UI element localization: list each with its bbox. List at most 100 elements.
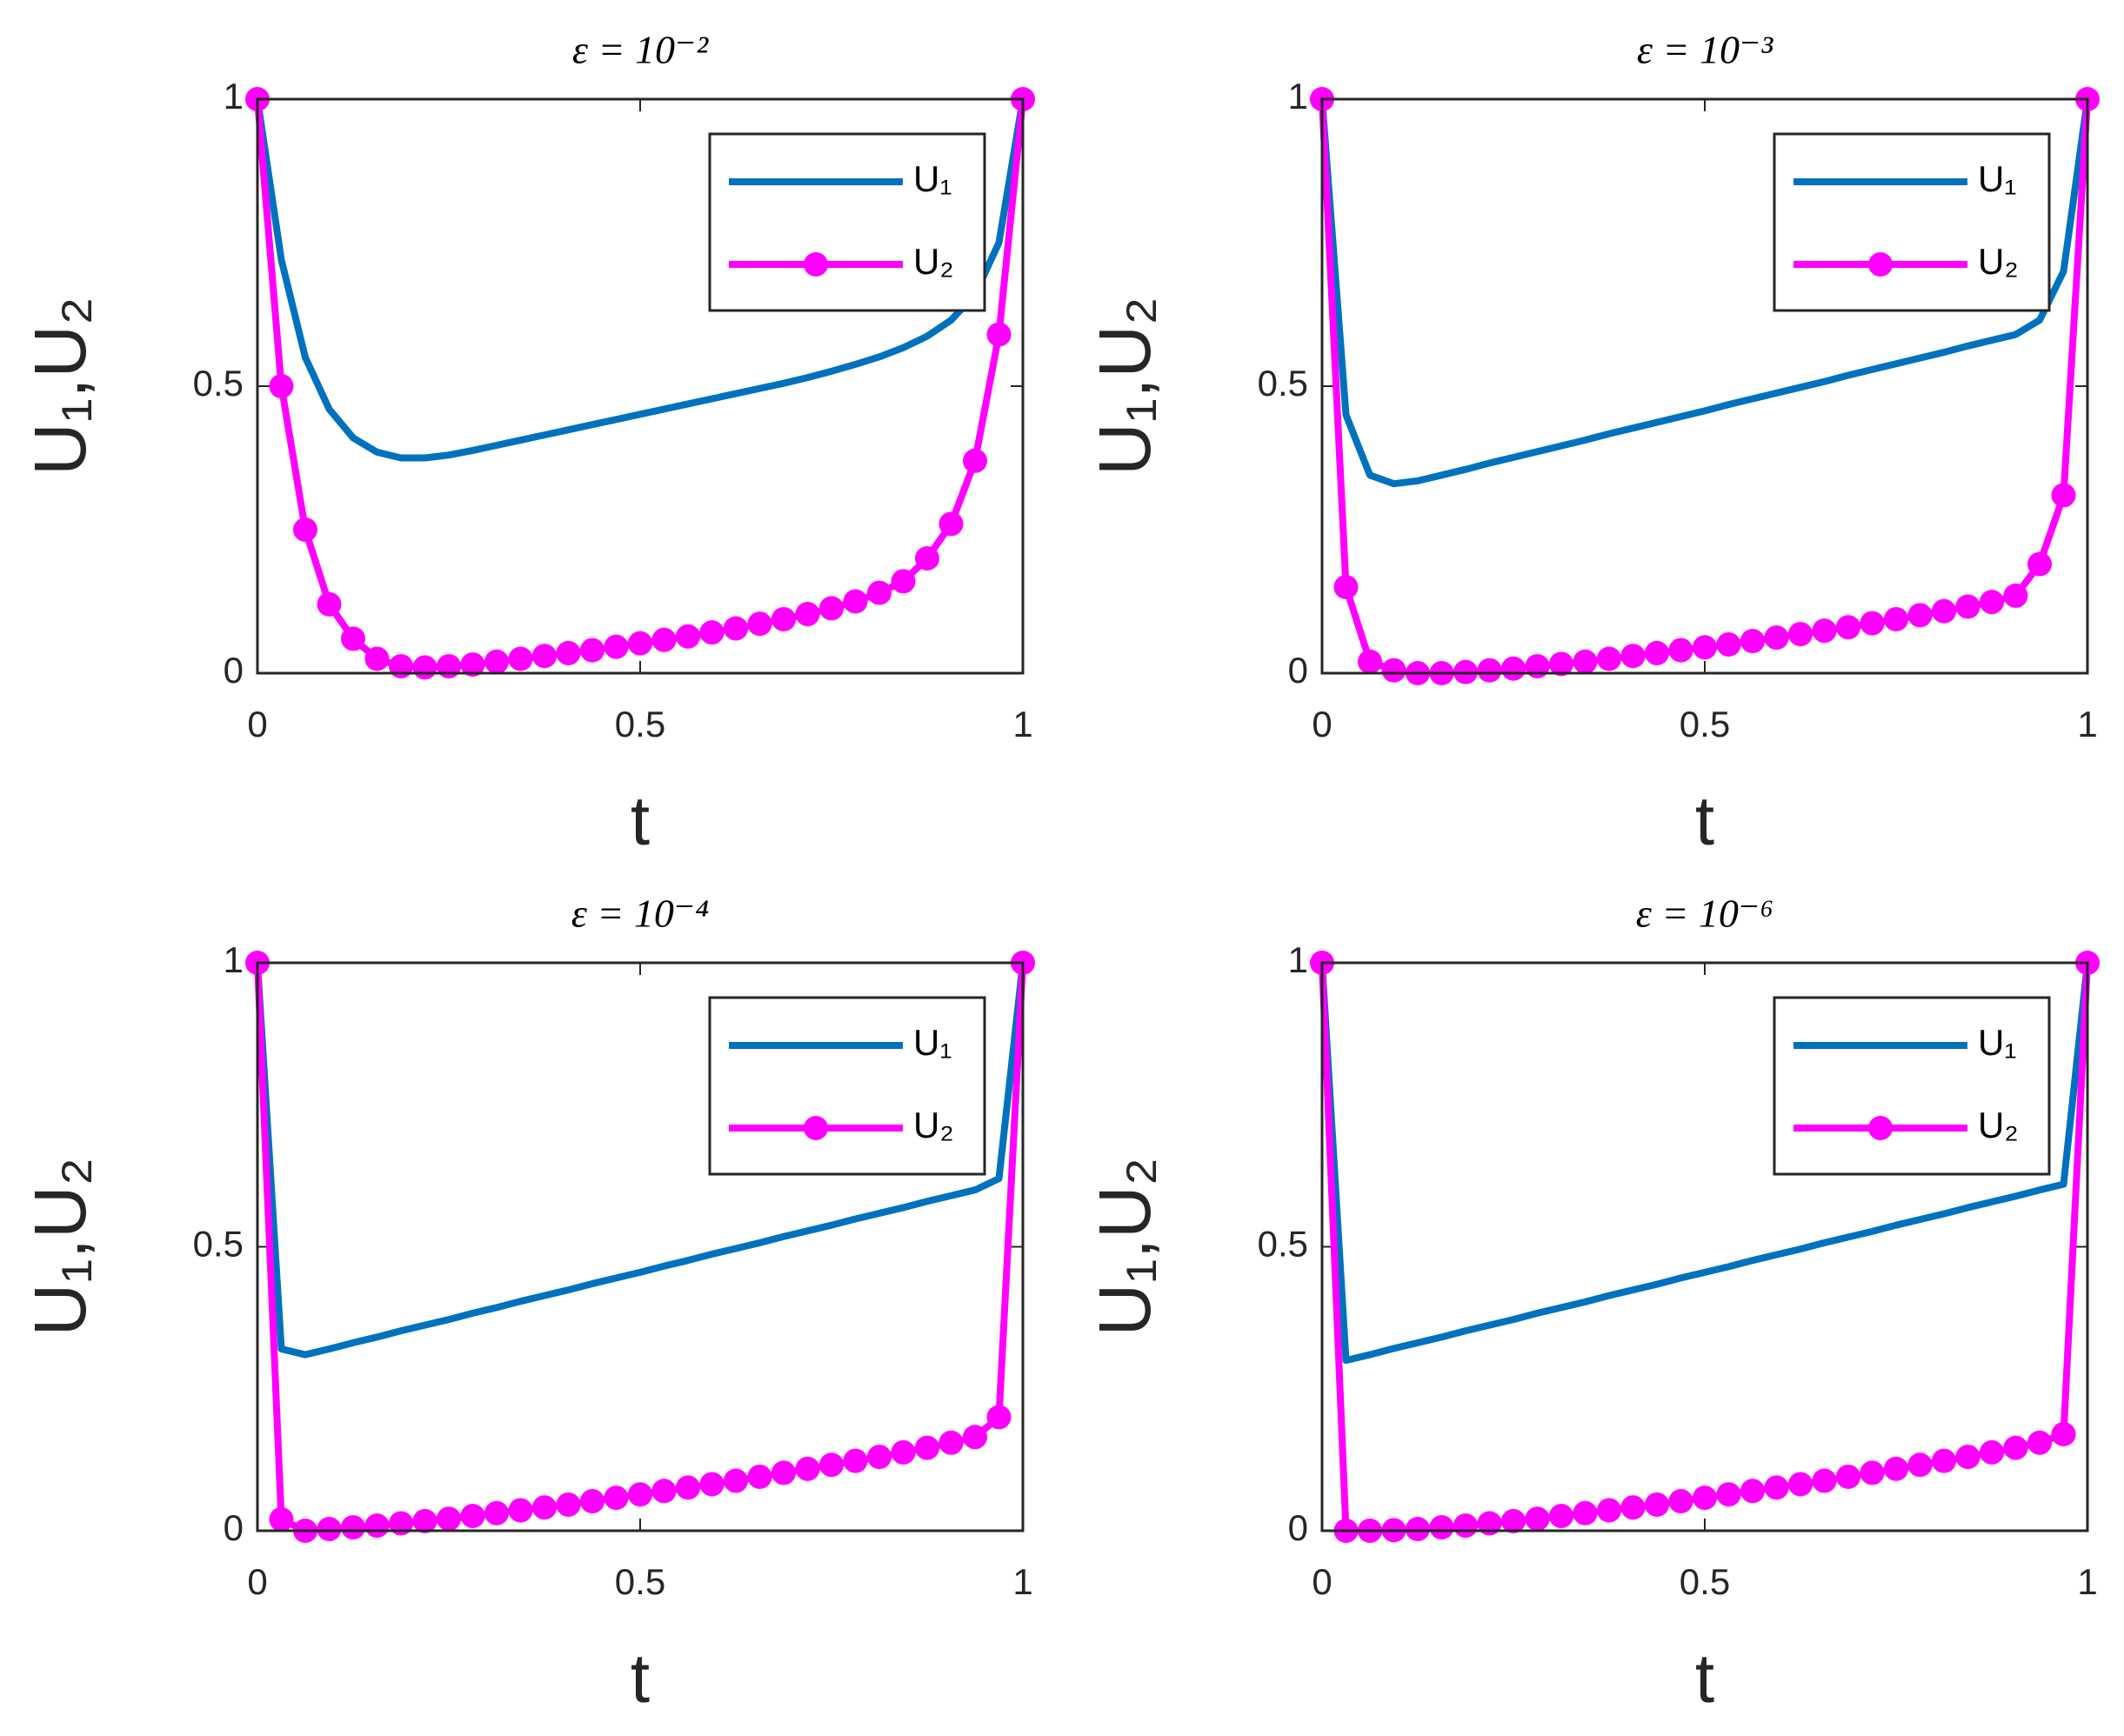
marker [938,511,964,537]
marker [364,646,390,671]
marker [867,1445,892,1470]
marker [1716,632,1741,657]
marker [986,322,1012,347]
y-tick-label: 1 [224,939,244,980]
marker [819,1452,844,1478]
marker [1907,1452,1933,1478]
marker [1333,575,1359,599]
legend-marker [804,252,828,277]
marker [1693,1486,1717,1511]
y-tick-label: 0.5 [1258,363,1308,404]
marker [2051,483,2076,508]
axes-frame [1320,97,2089,675]
x-axis-label: t [1695,1639,1714,1717]
marker [2027,1430,2052,1455]
marker [1620,1495,1646,1520]
marker [1525,654,1550,679]
x-tick-label: 0.5 [1680,704,1730,744]
marker [437,654,461,679]
marker [556,640,581,665]
x-tick-label: 0 [247,1561,267,1602]
legend-label: U₁ [913,158,952,199]
marker [532,1495,557,1520]
marker [628,631,652,656]
y-tick-label: 0 [1288,650,1308,691]
x-tick-label: 0.5 [615,704,665,744]
legend-marker [1868,252,1893,277]
marker [724,616,748,641]
marker [1668,1489,1693,1514]
marker [1453,1513,1478,1539]
legend-label: U₂ [913,1105,954,1145]
x-axis-label: t [1695,782,1714,859]
marker [580,1489,604,1514]
marker [676,1475,700,1500]
series-line [1319,98,2091,488]
x-tick-label: 0.5 [615,1561,665,1602]
x-tick-label: 0 [1312,704,1332,744]
marker [293,517,317,542]
marker [699,1472,725,1497]
marker [1932,1448,1956,1473]
y-axis-label: U₁,U₂ [1084,1158,1166,1337]
marker [1573,649,1598,674]
marker [364,1513,390,1539]
y-tick-label: 0 [1288,1507,1308,1548]
marker [1381,658,1406,683]
legend-box [708,132,986,312]
marker [1812,618,1837,644]
marker [1693,635,1717,660]
series-line [254,962,1026,1359]
marker [2003,583,2028,608]
marker [1549,651,1573,677]
marker [269,1506,294,1532]
marker [891,1439,916,1465]
axes-frame [256,97,1025,675]
marker [724,1468,748,1493]
marker [604,634,629,659]
marker [1597,646,1621,671]
chart-title: ε = 10⁻² [572,28,709,72]
marker [1884,1456,1908,1481]
y-axis-label: U₁,U₂ [19,297,101,476]
marker [1932,598,1956,624]
y-axis-label: U₁,U₂ [19,1158,101,1337]
marker [1764,625,1789,651]
marker [604,1486,629,1511]
y-axis-label: U₁,U₂ [1084,297,1166,476]
marker [986,1405,1012,1430]
marker [508,1498,533,1523]
x-tick-label: 0 [247,704,267,744]
marker [1884,606,1908,631]
marker [771,606,796,631]
marker [1620,644,1646,669]
y-tick-label: 0 [224,650,244,691]
chart-title: ε = 10⁻⁶ [1636,891,1773,936]
y-tick-label: 1 [1288,939,1308,980]
chart-title: ε = 10⁻⁴ [571,891,709,936]
marker [412,1508,437,1533]
marker [1549,1504,1573,1529]
legend-box [1773,132,2051,312]
marker [843,1448,868,1473]
marker [867,580,892,605]
marker [1645,1492,1669,1517]
legend-box [708,996,986,1176]
marker [389,654,413,679]
marker [963,448,987,473]
marker [795,602,820,627]
axes-frame [256,961,1025,1532]
x-tick-label: 0.5 [1680,1561,1730,1602]
marker [317,591,342,617]
marker [412,655,437,680]
marker [651,1479,677,1504]
marker [1573,1500,1598,1526]
marker [1836,615,1860,640]
legend-label: U₁ [1978,158,2017,199]
marker [1477,658,1502,683]
marker [938,1430,964,1455]
marker [1955,1445,1980,1470]
marker [1597,1498,1621,1523]
x-axis-label: t [631,1639,650,1717]
